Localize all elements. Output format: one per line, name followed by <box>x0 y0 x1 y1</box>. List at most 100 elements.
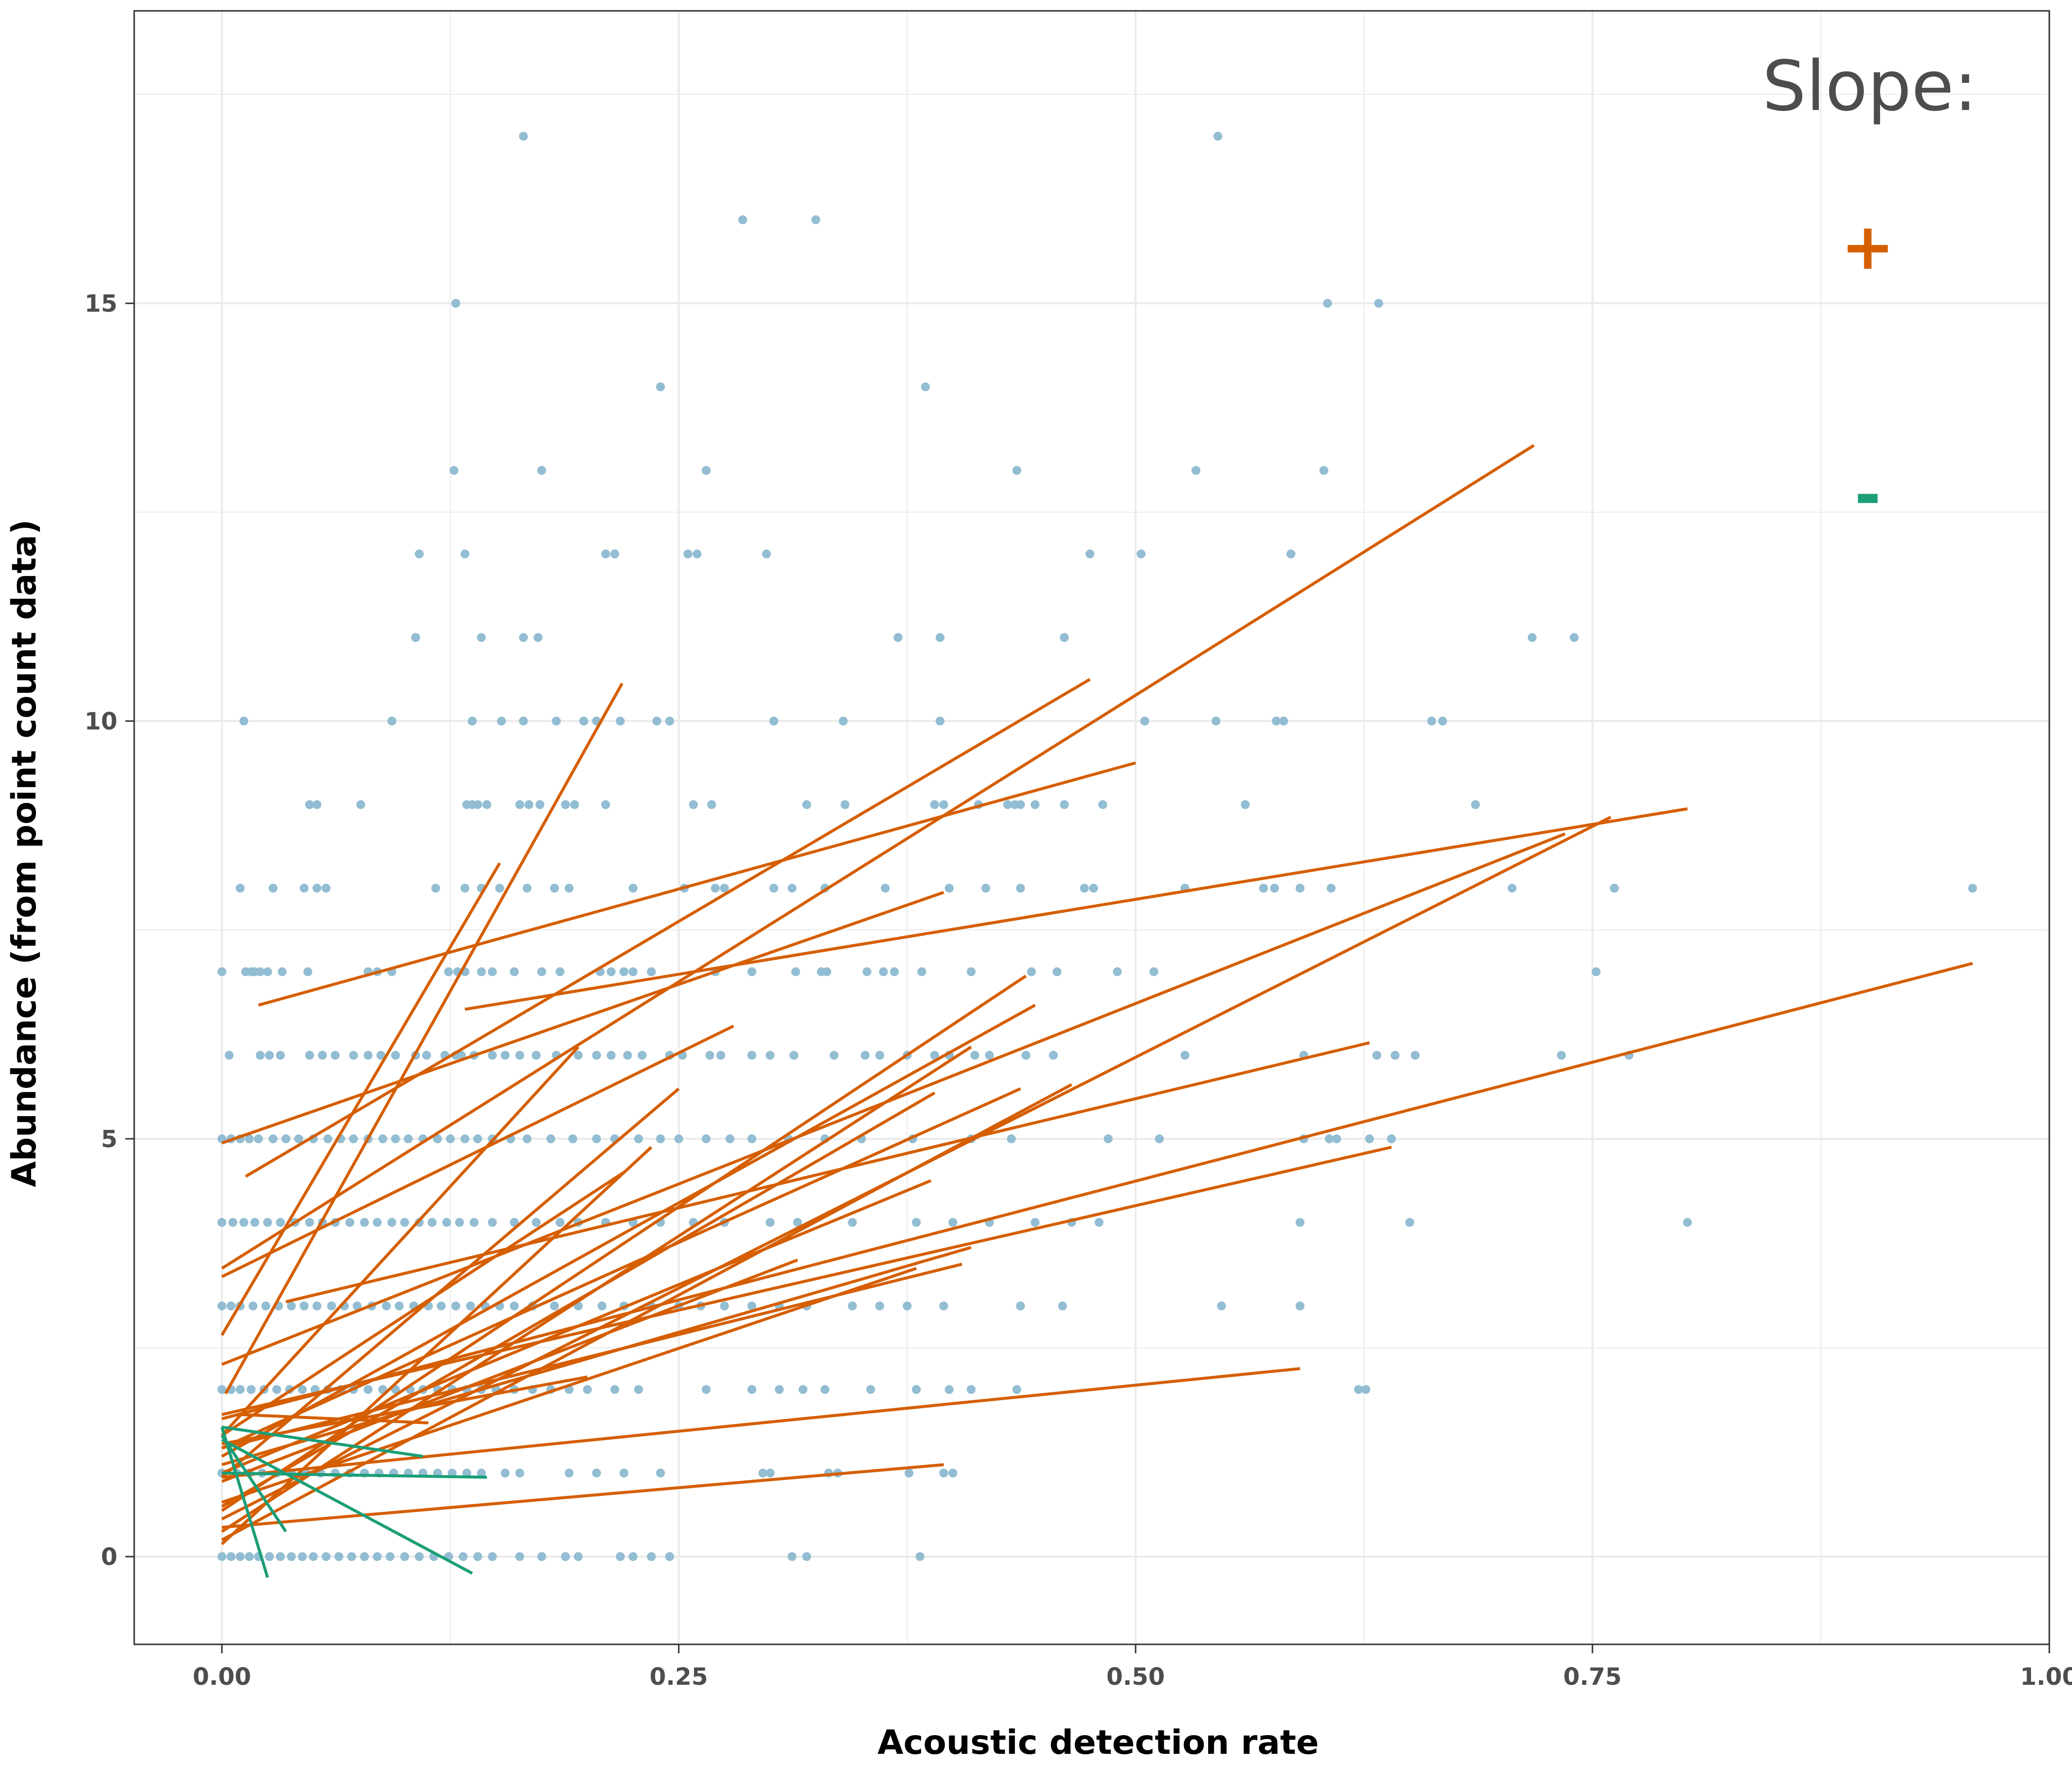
data-point <box>468 717 477 726</box>
data-point <box>460 883 470 893</box>
data-point <box>550 883 559 893</box>
x-tick-label: 0.00 <box>193 1663 251 1691</box>
data-point <box>535 800 545 809</box>
data-point <box>1569 633 1579 642</box>
data-point <box>592 1468 601 1478</box>
data-point <box>597 1301 607 1310</box>
data-point <box>1137 549 1146 559</box>
positive-slope-line <box>222 1263 962 1450</box>
data-point <box>921 382 930 392</box>
data-point <box>473 1552 482 1561</box>
data-point <box>889 967 899 977</box>
data-point <box>1003 800 1012 809</box>
data-point <box>1180 1051 1189 1060</box>
data-point <box>915 1552 925 1561</box>
data-point <box>276 1051 285 1060</box>
data-point <box>550 1301 559 1310</box>
data-point <box>1007 1134 1016 1144</box>
data-point <box>665 717 674 726</box>
data-point <box>1319 466 1329 475</box>
data-point <box>245 1134 254 1144</box>
positive-slope-line <box>221 1046 580 1437</box>
data-point <box>352 1301 362 1310</box>
data-point <box>930 1051 939 1060</box>
x-tick-label: 1.00 <box>2020 1663 2072 1691</box>
data-point <box>793 1218 802 1227</box>
data-point <box>634 1134 643 1144</box>
x-tick-label: 0.50 <box>1107 1663 1165 1691</box>
legend: Slope: + - <box>1762 46 1977 532</box>
data-point <box>360 1218 369 1227</box>
data-point <box>1080 883 1089 893</box>
data-point <box>568 1134 578 1144</box>
data-point <box>1031 1218 1040 1227</box>
data-point <box>312 800 322 809</box>
data-point <box>321 883 331 893</box>
data-point <box>912 1385 921 1394</box>
positive-slope-line <box>222 1463 944 1529</box>
data-point <box>488 1218 497 1227</box>
data-point <box>966 967 976 977</box>
data-point <box>1217 1301 1226 1310</box>
positive-slope-line <box>221 1087 1021 1450</box>
data-point <box>637 1051 647 1060</box>
data-point <box>305 800 314 809</box>
negative-slope-line <box>222 1471 487 1479</box>
data-point <box>500 1051 510 1060</box>
data-point <box>1354 1385 1363 1394</box>
data-point <box>564 1468 574 1478</box>
data-point <box>610 549 620 559</box>
data-point <box>256 1051 265 1060</box>
data-point <box>798 1385 808 1394</box>
data-point <box>802 800 812 809</box>
data-point <box>592 1134 601 1144</box>
data-point <box>610 1385 620 1394</box>
data-point <box>299 883 309 893</box>
data-point <box>349 1134 358 1144</box>
data-point <box>495 883 504 893</box>
data-point <box>217 1385 226 1394</box>
data-point <box>522 883 532 893</box>
data-point <box>427 1218 437 1227</box>
data-point <box>862 967 872 977</box>
y-tick-label: 15 <box>84 290 117 318</box>
data-point <box>297 1552 307 1561</box>
data-point <box>1140 717 1149 726</box>
data-point <box>331 1051 340 1060</box>
positive-slope-line <box>222 1146 1392 1416</box>
data-point <box>460 549 470 559</box>
data-point <box>879 967 888 977</box>
data-point <box>1112 967 1122 977</box>
data-point <box>606 1051 616 1060</box>
data-point <box>1286 549 1295 559</box>
data-point <box>930 800 939 809</box>
data-point <box>281 1134 291 1144</box>
data-point <box>970 1051 979 1060</box>
data-point <box>592 1051 601 1060</box>
data-point <box>747 1385 757 1394</box>
data-point <box>1295 883 1305 893</box>
data-point <box>656 1134 665 1144</box>
data-point <box>829 1051 839 1060</box>
data-point <box>945 1385 954 1394</box>
data-point <box>1361 1385 1370 1394</box>
data-point <box>1365 1134 1374 1144</box>
data-point <box>364 1385 373 1394</box>
data-point <box>510 1301 519 1310</box>
data-point <box>1438 717 1447 726</box>
data-point <box>1089 883 1098 893</box>
data-point <box>466 1301 475 1310</box>
data-point <box>235 883 245 893</box>
data-point <box>1031 800 1040 809</box>
data-point <box>276 1552 285 1561</box>
data-point <box>488 967 497 977</box>
data-point <box>444 967 453 977</box>
positive-slope-line <box>221 1171 625 1437</box>
negative-slope-line <box>221 1438 473 1575</box>
data-point <box>297 1385 307 1394</box>
data-point <box>276 1218 285 1227</box>
data-point <box>1270 883 1279 893</box>
data-point <box>802 1552 812 1561</box>
data-point <box>1027 967 1036 977</box>
